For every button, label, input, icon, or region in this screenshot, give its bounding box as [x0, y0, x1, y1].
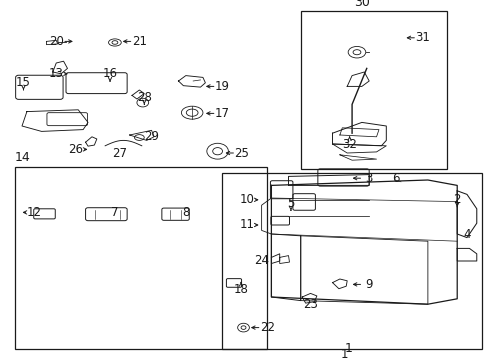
Text: 15: 15 [16, 76, 31, 89]
Bar [15, 167, 266, 349]
Text: 5: 5 [286, 197, 294, 210]
Text: 16: 16 [102, 67, 117, 80]
Text: 14: 14 [15, 151, 30, 164]
Text: 1: 1 [344, 342, 352, 355]
Text: 11: 11 [239, 219, 254, 231]
Text: 20: 20 [49, 35, 63, 48]
Text: 31: 31 [415, 31, 429, 44]
Text: 32: 32 [342, 138, 356, 150]
Text: 18: 18 [233, 283, 248, 296]
Text: 3: 3 [365, 172, 372, 185]
Text: 28: 28 [137, 91, 151, 104]
Text: 13: 13 [49, 67, 63, 80]
Text: 9: 9 [365, 278, 372, 291]
Text: 1: 1 [340, 348, 348, 360]
Text: 30: 30 [354, 0, 369, 9]
Text: 17: 17 [215, 107, 229, 120]
Text: 4: 4 [462, 228, 470, 240]
Text: 26: 26 [68, 143, 83, 156]
Text: 12: 12 [27, 206, 41, 219]
Text: 6: 6 [391, 172, 399, 185]
Text: 19: 19 [215, 80, 229, 93]
Text: 10: 10 [239, 193, 254, 206]
Text: 23: 23 [303, 298, 317, 311]
Text: 29: 29 [144, 130, 159, 143]
Bar [300, 11, 447, 169]
Text: 24: 24 [254, 255, 268, 267]
Text: 8: 8 [182, 206, 189, 219]
Text: 25: 25 [234, 147, 249, 159]
Text: 7: 7 [111, 206, 119, 219]
Text: 21: 21 [132, 35, 146, 48]
Bar [222, 173, 481, 349]
Text: 22: 22 [260, 321, 274, 334]
Text: 27: 27 [112, 147, 127, 159]
Text: 2: 2 [452, 193, 460, 206]
